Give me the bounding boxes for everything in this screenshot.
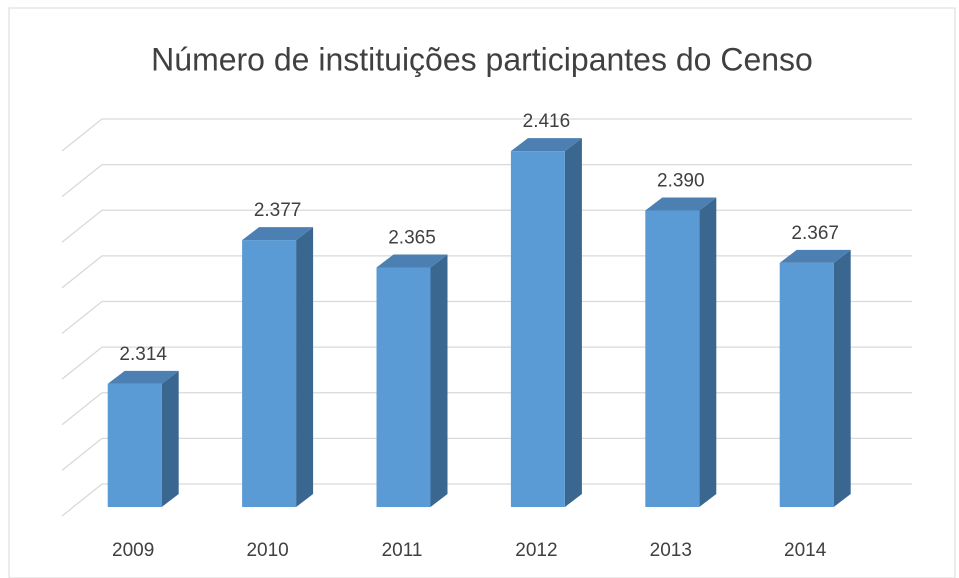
bar-top — [645, 197, 717, 211]
grid-line — [61, 163, 912, 198]
value-label: 2.377 — [254, 200, 302, 221]
bar-top — [510, 138, 582, 152]
bar — [376, 267, 431, 507]
bar-top — [779, 249, 851, 263]
x-tick-label: 2010 — [246, 540, 288, 561]
x-tick-label: 2013 — [650, 540, 692, 561]
value-label: 2.314 — [119, 344, 167, 365]
x-tick-label: 2012 — [515, 540, 557, 561]
bar-side — [833, 249, 851, 507]
bar — [645, 210, 700, 507]
bar-side — [430, 254, 448, 507]
x-tick-label: 2014 — [784, 540, 827, 561]
bar — [779, 262, 834, 507]
grid-line — [61, 483, 912, 517]
chart-title: Número de instituições participantes do … — [151, 41, 813, 77]
bar-side — [161, 370, 179, 507]
bar-top — [242, 227, 314, 241]
bar-top — [107, 370, 179, 384]
grid-line — [61, 118, 912, 152]
value-label: 2.390 — [657, 170, 705, 191]
bar — [510, 151, 565, 507]
grid-line — [61, 209, 912, 243]
grid-line — [61, 392, 912, 426]
x-tick-label: 2009 — [112, 540, 154, 561]
bar-side — [699, 197, 717, 507]
bar-side — [296, 227, 314, 507]
value-label: 2.416 — [523, 111, 571, 132]
bar-top — [376, 254, 448, 268]
bar — [242, 240, 297, 507]
bar-side — [564, 138, 582, 507]
grid-line — [61, 437, 912, 471]
value-label: 2.367 — [791, 223, 839, 244]
grid-line — [61, 300, 912, 335]
value-label: 2.365 — [388, 227, 436, 248]
grid-line — [61, 346, 912, 380]
x-tick-label: 2011 — [382, 540, 423, 561]
bar — [107, 383, 162, 507]
grid-line — [61, 255, 912, 289]
